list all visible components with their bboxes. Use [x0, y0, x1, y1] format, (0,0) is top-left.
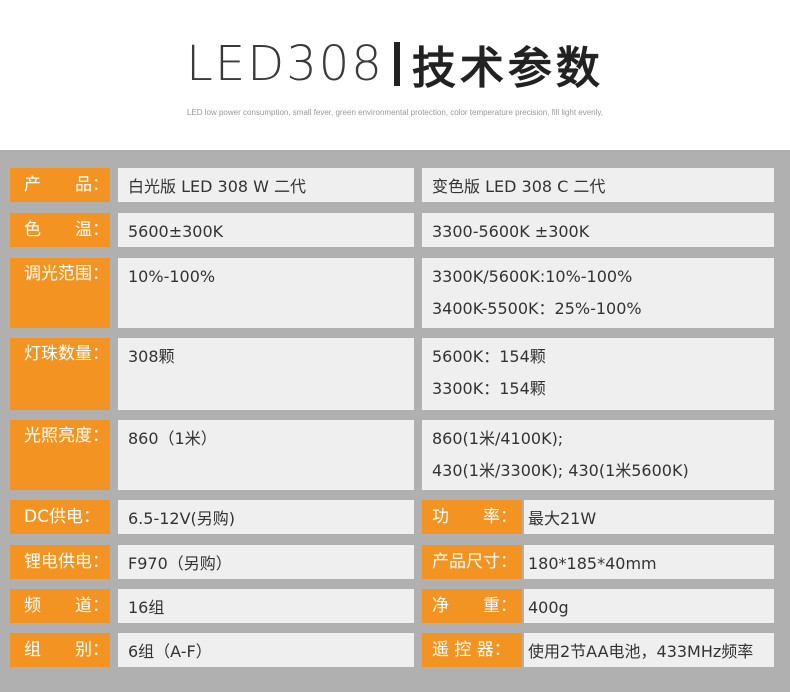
spec-value-line: F970（另购）: [128, 554, 232, 573]
spec-value-right: 最大21W: [524, 500, 774, 534]
spec-value-left: 6.5-12V(另购): [118, 500, 414, 534]
spec-label: 光照亮度：: [10, 420, 110, 490]
spec-label-right: 功 率：: [422, 500, 522, 534]
spec-value-line: 16组: [128, 598, 165, 617]
spec-value-line: 3400K-5500K：25%-100%: [432, 299, 642, 318]
spec-value-left: 10%-100%: [118, 258, 414, 328]
spec-value-left: 308颗: [118, 338, 414, 410]
spec-value-line: 10%-100%: [128, 267, 216, 286]
spec-value-left: 6组（A-F）: [118, 633, 414, 667]
spec-value-left: 860（1米）: [118, 420, 414, 490]
spec-label-right: 净 重：: [422, 589, 522, 623]
spec-value-line: 3300-5600K ±300K: [432, 222, 590, 241]
spec-value-right: 3300K/5600K:10%-100% 3400K-5500K：25%-100%: [422, 258, 774, 328]
spec-value-line: 3300K/5600K:10%-100%: [432, 267, 633, 286]
spec-label: 组 别：: [10, 633, 110, 667]
spec-value-line: 430(1米/3300K); 430(1米5600K): [432, 461, 689, 480]
spec-label-right: 产品尺寸：: [422, 545, 522, 579]
spec-value-right: 400g: [524, 589, 774, 623]
spec-label: 调光范围：: [10, 258, 110, 328]
spec-value-line: 5600K：154颗: [432, 347, 546, 366]
spec-value-line: 180*185*40mm: [528, 554, 657, 573]
spec-label: 产 品：: [10, 168, 110, 202]
spec-value-left: 白光版 LED 308 W 二代: [118, 168, 414, 202]
spec-value-right: 860(1米/4100K); 430(1米/3300K); 430(1米5600K…: [422, 420, 774, 490]
model-name: LED308: [186, 36, 384, 92]
spec-label: 锂电供电：: [10, 545, 110, 579]
spec-value-line: 5600±300K: [128, 222, 224, 241]
spec-value-line: 6组（A-F）: [128, 642, 212, 661]
spec-value-left: 5600±300K: [118, 213, 414, 247]
title-text: 技术参数: [411, 43, 604, 94]
spec-value-line: 400g: [528, 598, 569, 617]
title-divider: [393, 42, 400, 86]
spec-value-right: 变色版 LED 308 C 二代: [422, 168, 774, 202]
page-title: LED308 技术参数: [0, 32, 790, 96]
spec-label: 灯珠数量：: [10, 338, 110, 410]
spec-value-line: 308颗: [128, 347, 175, 366]
spec-label: 频 道：: [10, 589, 110, 623]
spec-value-line: 变色版 LED 308 C 二代: [432, 177, 606, 196]
spec-value-line: 使用2节AA电池，433MHz频率: [528, 642, 754, 661]
spec-label: 色 温：: [10, 213, 110, 247]
spec-value-line: 白光版 LED 308 W 二代: [128, 177, 307, 196]
spec-value-right: 使用2节AA电池，433MHz频率: [524, 633, 774, 667]
spec-value-right: 3300-5600K ±300K: [422, 213, 774, 247]
subtitle: LED low power consumption, small fever, …: [186, 108, 604, 117]
spec-value-line: 3300K：154颗: [432, 379, 546, 398]
spec-value-left: F970（另购）: [118, 545, 414, 579]
spec-value-right: 180*185*40mm: [524, 545, 774, 579]
header: LED308 技术参数 LED low power consumption, sm…: [0, 0, 790, 150]
spec-value-line: 860(1米/4100K);: [432, 429, 564, 448]
spec-value-left: 16组: [118, 589, 414, 623]
spec-value-line: 6.5-12V(另购): [128, 509, 236, 528]
spec-value-right: 5600K：154颗 3300K：154颗: [422, 338, 774, 410]
spec-label: DC供电：: [10, 500, 110, 534]
spec-label-right: 遥 控 器：: [422, 633, 522, 667]
spec-value-line: 最大21W: [528, 509, 597, 528]
spec-value-line: 860（1米）: [128, 429, 217, 448]
